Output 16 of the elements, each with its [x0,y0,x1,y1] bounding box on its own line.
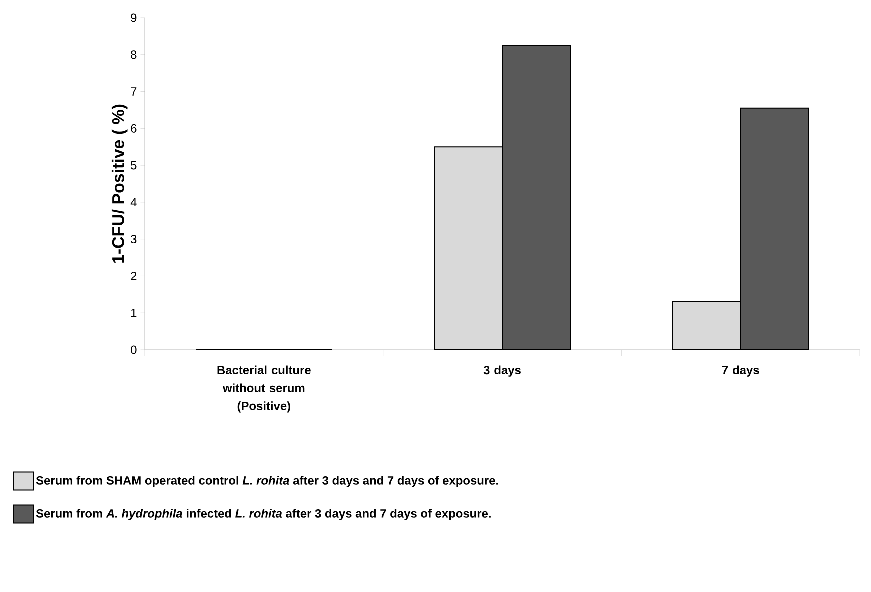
y-tick-label: 8 [131,50,137,60]
y-tick-label: 1 [131,309,137,318]
x-tick-label: 3 days [484,366,521,377]
y-tick-label: 6 [131,124,137,133]
y-tick-label: 4 [130,198,137,207]
x-tick-label: 7 days [722,366,760,377]
y-axis-title: 1-CFU/ Positive ( %) [112,104,128,263]
y-tick-label: 0 [131,346,137,354]
y-tick-label: 2 [131,272,137,280]
y-tick-label: 3 [131,235,137,244]
legend-label: Serum from A. hydrophila infected L. rohita after 3 days and 7 days of exposure. [36,509,491,520]
y-tick-label: 5 [131,161,137,170]
legend-label: Serum from SHAM operated control L. rohita after 3 days and 7 days of exposure. [36,476,498,488]
y-tick-label: 7 [131,88,137,96]
y-tick-label: 9 [131,14,137,22]
x-tick-label: Bacterial culture without serum (Positive) [218,366,311,413]
